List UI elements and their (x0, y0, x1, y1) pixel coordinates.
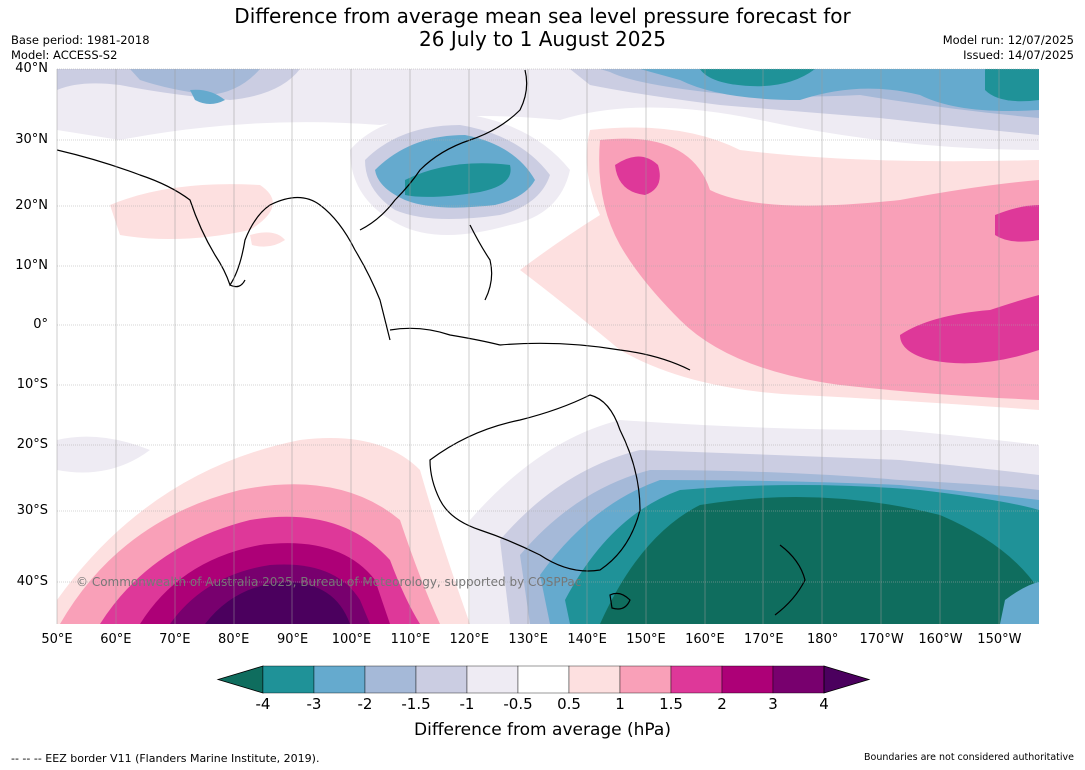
lat-label: 10°S (16, 377, 48, 392)
eez-legend: -- -- -- EEZ border V11 (Flanders Marine… (11, 752, 320, 765)
colorbar-tick: 4 (819, 695, 829, 713)
lat-label: 10°N (15, 258, 48, 273)
colorbar-label: Difference from average (hPa) (414, 720, 671, 740)
lon-label: 80°E (218, 632, 250, 647)
lon-label: 180° (807, 632, 839, 647)
lon-label: 50°E (41, 632, 73, 647)
colorbar-segment (619, 665, 672, 694)
colorbar-segment (313, 665, 366, 694)
pressure-anomaly-field (57, 69, 1039, 624)
lon-label: 130°E (508, 632, 548, 647)
colorbar-tick: 2 (717, 695, 727, 713)
colorbar-tick: 3 (768, 695, 778, 713)
lon-label: 120°E (449, 632, 490, 647)
map-title-line2: 26 July to 1 August 2025 (419, 27, 666, 51)
colorbar-tick: -1.5 (401, 695, 431, 713)
colorbar-tick: 1.5 (659, 695, 683, 713)
colorbar-segment (670, 665, 723, 694)
meridians (56, 69, 1000, 624)
colorbar-tick: 0.5 (557, 695, 581, 713)
colorbar-segment (568, 665, 621, 694)
colorbar-segment (466, 665, 519, 694)
lon-label: 110°E (390, 632, 431, 647)
disclaimer: Boundaries are not considered authoritat… (864, 752, 1074, 763)
colorbar-tick: -0.5 (503, 695, 533, 713)
colorbar (216, 665, 871, 694)
colorbar-tick: -2 (357, 695, 373, 713)
colorbar-segment (721, 665, 774, 694)
lon-label: 150°E (626, 632, 666, 647)
lon-label: 100°E (331, 632, 372, 647)
colorbar-tick: -4 (255, 695, 271, 713)
copyright-notice: © Commonwealth of Australia 2025, Bureau… (76, 575, 582, 589)
colorbar-segment (415, 665, 468, 694)
colorbar-segment (772, 665, 825, 694)
colorbar-segment (364, 665, 417, 694)
colorbar-extend-low (216, 665, 264, 694)
colorbar-segment (262, 665, 315, 694)
lon-label: 160°E (685, 632, 725, 647)
lon-label: 170°E (744, 632, 784, 647)
colorbar-tick: 1 (615, 695, 625, 713)
map-title-line1: Difference from average mean sea level p… (234, 4, 851, 28)
colorbar-tick: -1 (459, 695, 475, 713)
lon-label: 170°W (859, 632, 904, 647)
coastlines (57, 69, 806, 616)
model-run-label: Model run: 12/07/2025 (942, 33, 1074, 47)
lat-label: 30°S (16, 503, 48, 518)
lon-label: 140°E (567, 632, 607, 647)
lon-label: 60°E (100, 632, 132, 647)
lat-label: 40°S (16, 574, 48, 589)
issued-label: Issued: 14/07/2025 (963, 48, 1074, 62)
lon-label: 70°E (159, 632, 191, 647)
lon-label: 150°W (977, 632, 1022, 647)
lon-label: 90°E (276, 632, 309, 647)
colorbar-segment (517, 665, 570, 694)
lat-label: 0° (33, 317, 48, 332)
lat-label: 20°N (15, 198, 48, 213)
lon-label: 160°W (918, 632, 963, 647)
graticule (57, 68, 1039, 583)
model-label: Model: ACCESS-S2 (11, 48, 118, 62)
lat-label: 20°S (16, 437, 48, 452)
lat-label: 30°N (15, 132, 48, 147)
lat-label: 40°N (15, 61, 48, 76)
base-period-label: Base period: 1981-2018 (11, 33, 150, 47)
colorbar-extend-high (823, 665, 871, 694)
colorbar-tick: -3 (306, 695, 322, 713)
